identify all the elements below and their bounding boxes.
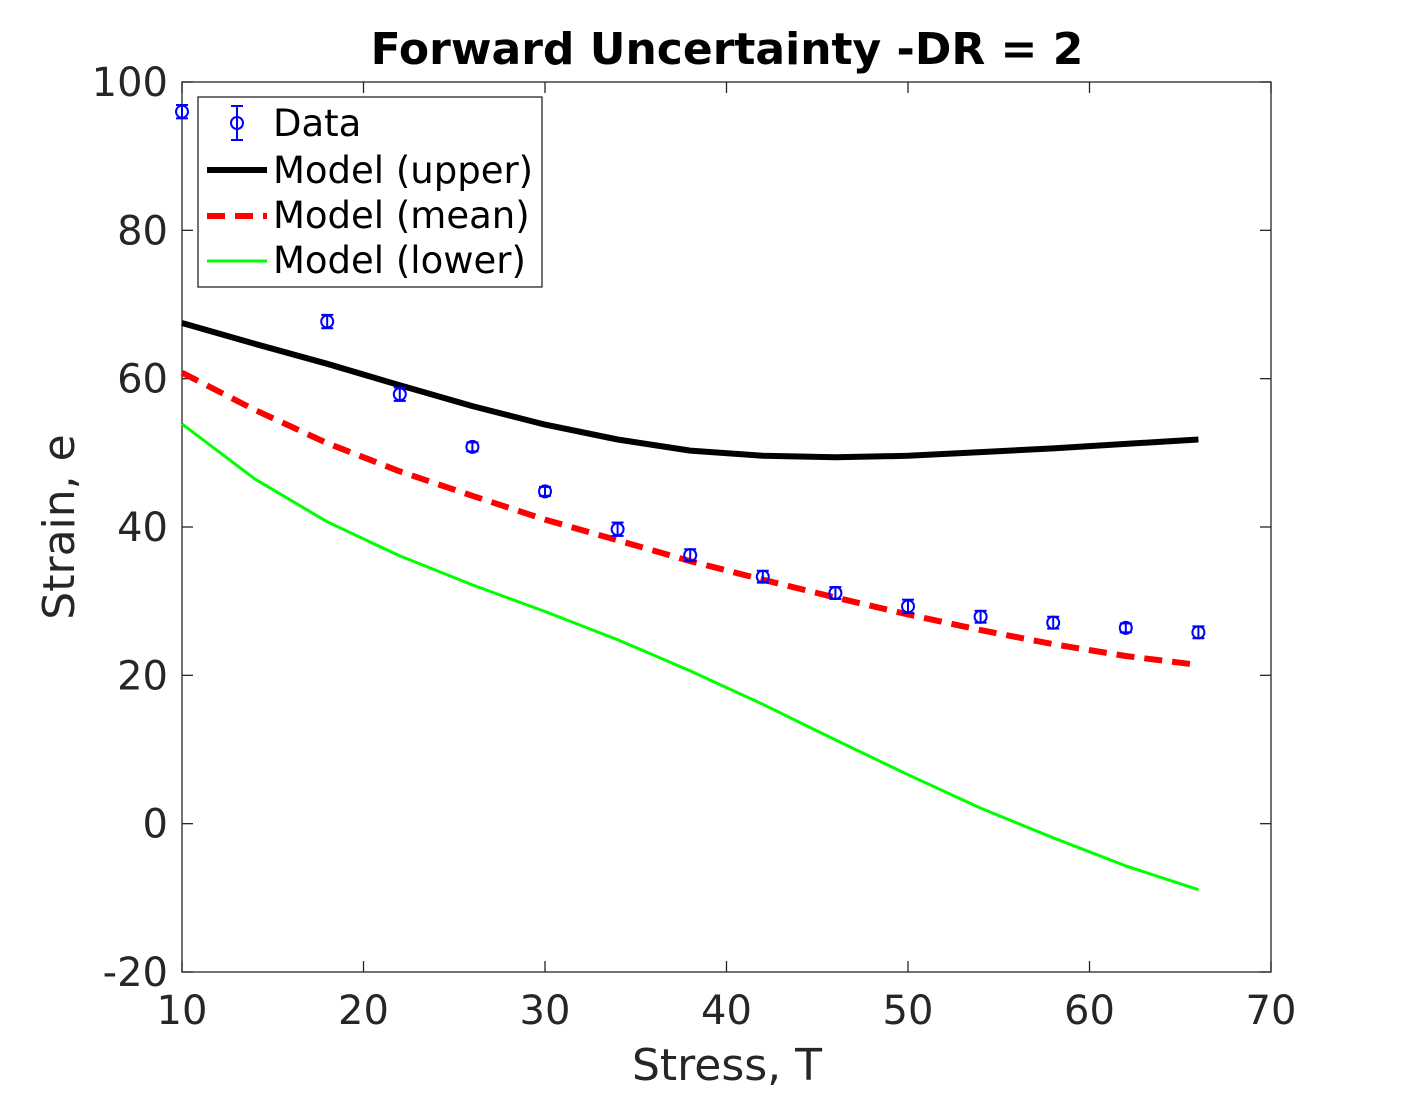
x-tick-label: 30 [520, 988, 571, 1034]
y-tick-label: 100 [92, 60, 168, 106]
series-line-model-upper [181, 320, 1199, 461]
y-tick-label: 20 [117, 653, 168, 699]
x-tick-label: 20 [338, 988, 389, 1034]
legend-label-data: Data [273, 102, 361, 145]
data-point [1191, 625, 1206, 640]
data-point [392, 386, 407, 402]
x-tick-label: 40 [701, 988, 752, 1034]
data-point [175, 103, 189, 120]
y-tick-label: -20 [103, 950, 168, 996]
data-point [538, 484, 552, 499]
data-point [973, 609, 988, 624]
legend-marker-data [230, 105, 244, 141]
data-points [175, 103, 1206, 640]
y-tick-label: 60 [117, 357, 168, 403]
data-point [901, 598, 915, 615]
x-tick-label: 60 [1064, 988, 1115, 1034]
data-point [465, 439, 480, 454]
y-tick-label: 40 [117, 505, 168, 551]
legend-label-upper: Model (upper) [273, 149, 533, 192]
chart-title: Forward Uncertainty -DR = 2 [371, 24, 1084, 75]
data-point [683, 548, 698, 563]
y-tick-label: 80 [117, 208, 168, 254]
data-point [828, 586, 843, 601]
x-tick-label: 10 [157, 988, 208, 1034]
data-point [755, 569, 770, 584]
y-axis-label: Strain, e [34, 434, 85, 619]
x-axis-ticks: 10 20 30 40 50 60 70 [157, 82, 1297, 1034]
data-point [320, 313, 335, 330]
x-tick-label: 50 [883, 988, 934, 1034]
series-line-model-lower [181, 422, 1199, 892]
y-axis-ticks: -20 0 20 40 60 80 100 [92, 60, 1271, 996]
data-point [1046, 615, 1061, 630]
data-point [610, 521, 625, 537]
x-axis-label: Stress, T [632, 1040, 822, 1091]
legend-box [197, 96, 543, 288]
x-tick-label: 70 [1246, 988, 1297, 1034]
legend: Data Model (upper) Model (mean) Model (l… [197, 96, 543, 288]
y-tick-label: 0 [143, 802, 168, 848]
data-point [1118, 620, 1133, 635]
legend-label-mean: Model (mean) [273, 194, 530, 237]
legend-label-lower: Model (lower) [273, 239, 526, 282]
